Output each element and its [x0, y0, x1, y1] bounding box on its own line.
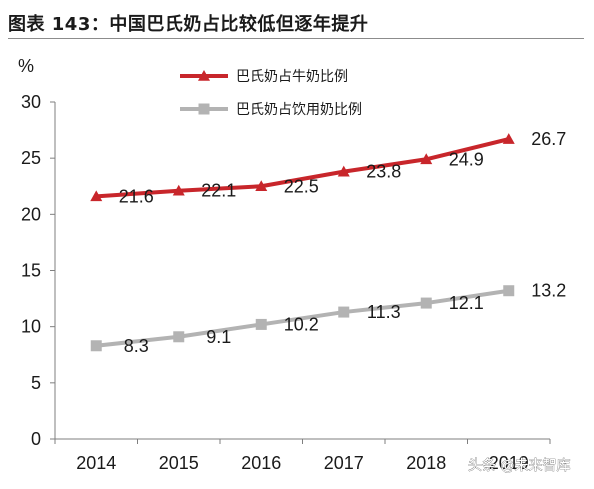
- data-point-marker: [502, 133, 515, 144]
- data-label: 24.9: [449, 149, 484, 169]
- legend-item-2: 巴氏奶占饮用奶比例: [180, 102, 362, 118]
- data-label: 11.3: [367, 302, 401, 322]
- x-tick-label: 2017: [324, 453, 364, 473]
- data-label: 22.5: [284, 176, 319, 196]
- data-point-marker: [503, 285, 515, 297]
- legend-item-1: 巴氏奶占牛奶比例: [180, 69, 348, 85]
- data-point-marker: [90, 340, 102, 352]
- data-label: 26.7: [531, 129, 566, 149]
- watermark: 头条 @未来智库: [468, 457, 571, 475]
- y-axis-unit-label: %: [18, 56, 34, 76]
- y-tick-label: 20: [21, 204, 41, 224]
- data-label: 23.8: [366, 162, 401, 182]
- legend-label: 巴氏奶占牛奶比例: [236, 69, 348, 85]
- x-tick-label: 2019: [489, 453, 529, 473]
- data-point-marker: [255, 318, 267, 330]
- y-tick-label: 5: [31, 373, 41, 393]
- data-point-marker: [255, 180, 268, 192]
- watermark-text: 头条 @未来智库: [468, 457, 570, 474]
- x-tick-label: 2014: [76, 453, 116, 473]
- y-tick-label: 0: [31, 429, 41, 449]
- legend-marker: [198, 70, 210, 81]
- data-label: 12.1: [449, 293, 484, 313]
- axes: % 0 5 10 15 20 25 30 2014 2015 2016 2017 2018 2019: [18, 56, 551, 473]
- data-label: 9.1: [206, 327, 231, 347]
- data-point-marker: [172, 184, 185, 196]
- y-tick-label: 15: [21, 261, 41, 281]
- data-point-marker: [90, 190, 103, 202]
- series-1: 21.6 22.1 22.5 23.8 24.9 26.7: [90, 129, 566, 206]
- series-line: [96, 137, 510, 199]
- data-label: 8.3: [124, 336, 149, 356]
- x-tick-label: 2018: [406, 453, 446, 473]
- data-point-marker: [338, 306, 350, 318]
- data-label: 10.2: [284, 314, 319, 334]
- data-point-marker: [337, 165, 350, 177]
- series-2: 8.3 9.1 10.2 11.3 12.1 13.2: [90, 281, 566, 356]
- x-tick-label: 2015: [159, 453, 199, 473]
- series-line: [96, 288, 510, 348]
- data-point-marker: [173, 331, 185, 343]
- data-label: 21.6: [119, 186, 154, 206]
- x-tick-label: 2016: [241, 453, 281, 473]
- data-label: 13.2: [531, 281, 566, 301]
- data-point-marker: [420, 297, 432, 309]
- chart-title: 图表 143：中国巴氏奶占比较低但逐年提升: [8, 14, 369, 35]
- title-bar: 图表 143：中国巴氏奶占比较低但逐年提升: [8, 4, 584, 39]
- legend-marker: [198, 103, 210, 115]
- data-point-marker: [420, 153, 433, 165]
- legend-label: 巴氏奶占饮用奶比例: [236, 102, 362, 118]
- y-tick-label: 30: [21, 92, 41, 112]
- y-tick-label: 10: [21, 317, 41, 337]
- data-label: 22.1: [201, 181, 236, 201]
- series-layer: 21.6 22.1 22.5 23.8 24.9 26.7 8.3 9.1 10.2 11.3 12…: [90, 129, 566, 356]
- y-tick-label: 25: [21, 148, 41, 168]
